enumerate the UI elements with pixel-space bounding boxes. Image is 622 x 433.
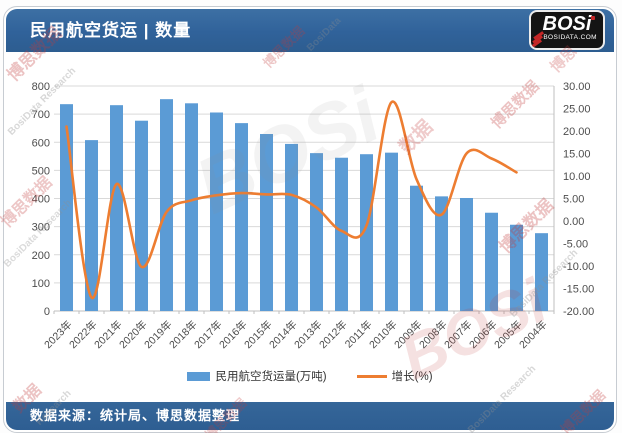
svg-text:30.00: 30.00	[563, 81, 591, 93]
chart-legend: 民用航空货运量(万吨) 增长(%)	[6, 368, 614, 384]
legend-growth-label: 增长(%)	[391, 371, 433, 383]
svg-text:600: 600	[32, 137, 50, 149]
report-card: 民用航空货运 | 数量 BOSi BOSIDATA.COM 0 100 200 300…	[3, 6, 617, 433]
svg-text:25.00: 25.00	[563, 104, 591, 116]
growth-line	[65, 100, 518, 299]
svg-text:700: 700	[32, 109, 50, 121]
gridlines	[54, 85, 554, 284]
bar-2016年	[235, 123, 248, 311]
bar-2022年	[85, 140, 98, 311]
svg-text:-10.00: -10.00	[563, 261, 594, 273]
bar-2015年	[260, 134, 273, 311]
right-axis-labels: -20.00 -15.00 -10.00 -5.00 0.00 5.00 10.00 15.0…	[563, 81, 594, 318]
svg-text:-20.00: -20.00	[563, 306, 594, 318]
legend-volume-label: 民用航空货运量(万吨)	[215, 371, 327, 383]
svg-text:500: 500	[32, 165, 50, 177]
svg-text:100: 100	[32, 278, 50, 290]
svg-text:-15.00: -15.00	[563, 284, 594, 296]
svg-text:-5.00: -5.00	[563, 239, 588, 251]
combo-chart: 0 100 200 300 400 500 600 700 800 -20.00 -15.00 -10…	[32, 81, 595, 351]
bar-2018年	[185, 103, 198, 311]
bar-2010年	[385, 152, 398, 311]
legend-line-swatch-icon	[356, 374, 387, 378]
bar-2014年	[285, 143, 298, 311]
left-axis-labels: 0 100 200 300 400 500 600 700 800	[32, 81, 50, 318]
bar-2021年	[110, 105, 123, 312]
bar-2006年	[485, 212, 498, 311]
bar-series	[60, 99, 548, 312]
svg-text:300: 300	[32, 222, 50, 234]
bar-2007年	[460, 197, 473, 311]
logo-wordmark: BOSi	[542, 13, 592, 35]
x-axis-labels: 2023年2022年2021年2020年2019年2018年2017年2016年…	[41, 318, 549, 351]
svg-text:200: 200	[32, 250, 50, 262]
bar-2005年	[510, 224, 523, 311]
bar-2004年	[535, 233, 548, 311]
logo-accent-icon	[591, 16, 595, 20]
bar-2019年	[160, 99, 173, 311]
page-title: 民用航空货运 | 数量	[30, 21, 192, 40]
svg-text:0: 0	[44, 306, 50, 318]
bar-2017年	[210, 112, 223, 312]
svg-text:800: 800	[32, 81, 50, 93]
svg-text:2012年: 2012年	[316, 318, 349, 351]
bar-2012年	[335, 157, 348, 311]
svg-text:20.00: 20.00	[563, 126, 591, 138]
chart-region: 0 100 200 300 400 500 600 700 800 -20.00 -15.00 -10…	[6, 52, 614, 400]
svg-text:400: 400	[32, 194, 50, 206]
footer-bar: 数据来源：统计局、博思数据整理	[6, 402, 614, 430]
svg-text:15.00: 15.00	[563, 149, 591, 161]
svg-text:10.00: 10.00	[563, 171, 591, 183]
bosi-logo: BOSi BOSIDATA.COM	[529, 10, 605, 50]
legend-item-volume: 民用航空货运量(万吨)	[187, 368, 327, 384]
bar-2008年	[435, 196, 448, 311]
bar-2011年	[360, 154, 373, 311]
svg-text:0.00: 0.00	[563, 216, 584, 228]
svg-text:2004年: 2004年	[516, 318, 549, 351]
bar-2013年	[310, 153, 323, 311]
svg-text:5.00: 5.00	[563, 194, 584, 206]
header-bar: 民用航空货运 | 数量 BOSi BOSIDATA.COM	[6, 9, 614, 52]
bar-2020年	[135, 120, 148, 311]
logo-domain-text: BOSIDATA.COM	[543, 34, 597, 41]
legend-bar-swatch-icon	[187, 371, 211, 381]
data-source: 数据来源：统计局、博思数据整理	[30, 408, 241, 423]
legend-item-growth: 增长(%)	[356, 368, 433, 384]
bar-2009年	[410, 185, 423, 311]
